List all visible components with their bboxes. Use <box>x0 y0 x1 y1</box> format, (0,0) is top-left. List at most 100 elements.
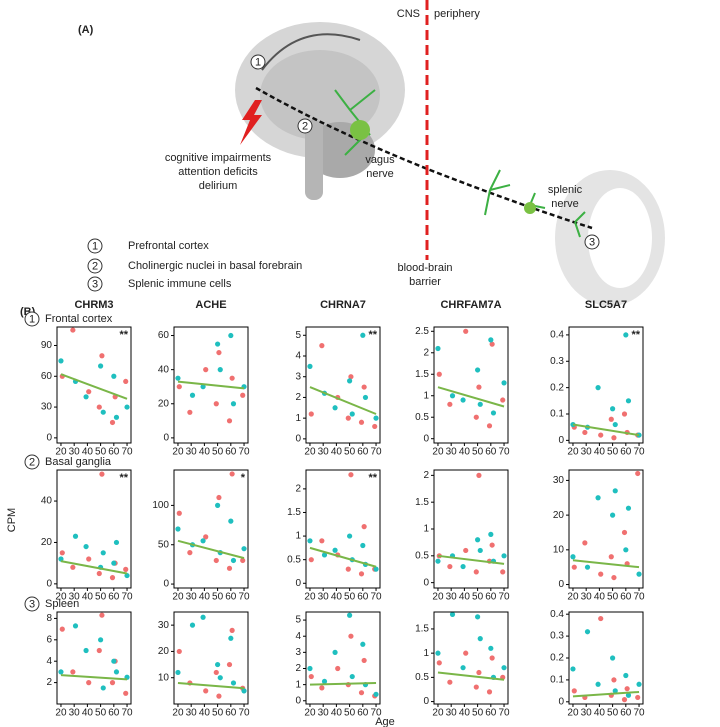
point <box>229 375 235 381</box>
plot-frame <box>568 469 644 589</box>
point <box>308 557 314 563</box>
point <box>72 533 79 539</box>
significance: ** <box>119 329 128 341</box>
point <box>490 410 497 416</box>
point <box>463 547 469 554</box>
point <box>473 684 479 690</box>
x-tick-label: 60 <box>225 708 237 719</box>
point <box>476 669 482 676</box>
point <box>635 694 641 701</box>
x-tick-label: 30 <box>581 592 593 603</box>
point <box>447 401 453 407</box>
point <box>624 686 630 692</box>
x-tick-label: 70 <box>498 708 510 719</box>
y-tick-label: 20 <box>553 510 565 521</box>
point <box>319 685 325 691</box>
point <box>308 673 314 680</box>
point <box>636 571 642 577</box>
x-tick-label: 20 <box>172 592 184 603</box>
point <box>213 401 219 407</box>
point <box>598 615 604 622</box>
marker-circle <box>87 258 103 274</box>
x-tick-label: 60 <box>357 592 369 603</box>
point <box>100 409 106 415</box>
point <box>83 647 89 654</box>
point <box>187 409 193 415</box>
y-tick-label: 0 <box>558 579 564 590</box>
x-tick-label: 40 <box>594 592 606 603</box>
brainstem <box>305 120 323 200</box>
y-tick-label: 20 <box>41 537 53 548</box>
y-tick-label: 0.3 <box>550 356 564 367</box>
point <box>463 328 469 334</box>
point <box>460 397 466 403</box>
y-tick-label: 0.5 <box>415 412 429 423</box>
point <box>373 415 379 421</box>
symptom: cognitive impairments <box>165 152 272 164</box>
column-title: SLC5A7 <box>585 299 627 311</box>
point <box>217 675 223 681</box>
marker-number: 1 <box>255 56 261 68</box>
x-tick-label: 50 <box>607 708 619 719</box>
point <box>610 512 616 518</box>
x-tick-label: 40 <box>199 708 211 719</box>
point <box>570 666 576 672</box>
point <box>623 672 629 679</box>
plot-frame <box>305 611 381 705</box>
x-tick-label: 60 <box>620 447 632 458</box>
point <box>124 404 130 410</box>
x-tick-label: 40 <box>594 708 606 719</box>
point <box>189 392 196 398</box>
marker-number: 2 <box>302 120 308 132</box>
point <box>636 681 642 687</box>
point <box>488 531 494 537</box>
point <box>203 534 209 540</box>
y-tick-label: 30 <box>158 620 170 631</box>
x-tick-label: 20 <box>55 447 67 458</box>
x-tick-label: 30 <box>581 447 593 458</box>
point <box>489 341 495 347</box>
significance: ** <box>119 472 128 484</box>
point <box>447 563 453 570</box>
point <box>598 432 604 438</box>
point <box>215 502 221 508</box>
y-tick-label: 2 <box>295 663 301 674</box>
point <box>59 626 65 632</box>
point <box>319 538 325 544</box>
point <box>241 688 247 694</box>
y-tick-label: 1 <box>423 524 429 535</box>
x-tick-label: 60 <box>108 447 120 458</box>
cns-label: CNS <box>397 8 420 20</box>
x-tick-label: 30 <box>318 447 330 458</box>
point <box>488 645 494 651</box>
y-tick-label: 0 <box>295 578 301 589</box>
marker-number: 1 <box>92 240 98 252</box>
x-tick-label: 40 <box>459 592 471 603</box>
point <box>113 669 120 675</box>
point <box>307 665 313 672</box>
y-tick-label: 0 <box>423 577 429 588</box>
point <box>500 569 506 575</box>
fit-line <box>60 560 128 575</box>
point <box>99 353 105 359</box>
x-tick-label: 70 <box>498 592 510 603</box>
x-tick-label: 30 <box>446 708 458 719</box>
point <box>176 648 182 655</box>
point <box>86 680 92 686</box>
x-tick-label: 40 <box>82 592 94 603</box>
x-tick-label: 30 <box>581 708 593 719</box>
y-tick-label: 0 <box>558 435 564 446</box>
marker-circle <box>87 238 103 254</box>
x-tick-label: 50 <box>607 447 619 458</box>
plot-frame <box>305 326 381 444</box>
point <box>100 685 106 691</box>
plot-frame <box>433 611 509 705</box>
point <box>59 550 65 556</box>
x-tick-label: 60 <box>357 708 369 719</box>
y-tick-label: 2 <box>423 347 429 358</box>
x-tick-label: 60 <box>485 708 497 719</box>
marker-number: 3 <box>92 278 98 290</box>
x-tick-label: 20 <box>304 592 316 603</box>
x-tick-label: 30 <box>446 447 458 458</box>
